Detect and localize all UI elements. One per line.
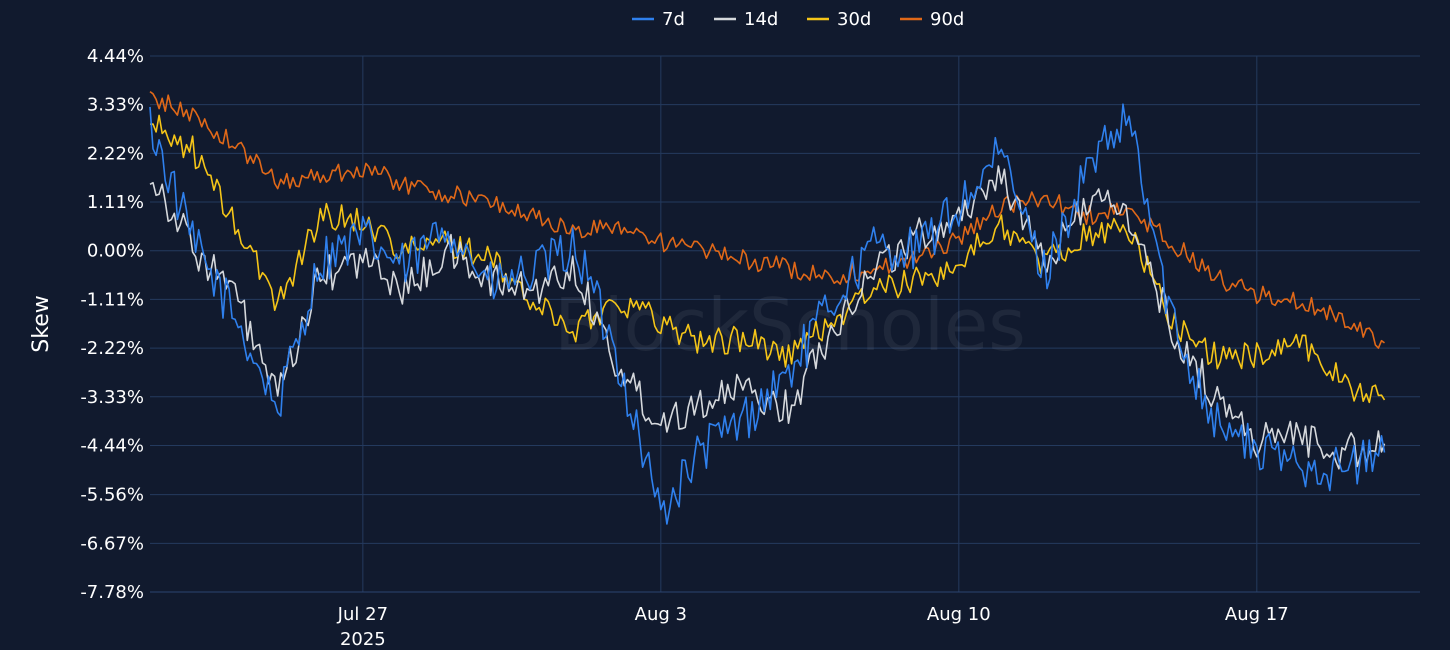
y-axis-title: Skew — [29, 295, 54, 352]
series-line-14d — [149, 165, 1386, 470]
y-tick-label: -6.67% — [80, 533, 144, 554]
y-axis-ticks: 4.44% 3.33% 2.22% 1.11% 0.00% -1.11% -2.22% -3.… — [80, 46, 144, 603]
y-tick-label: -1.11% — [80, 289, 144, 310]
x-tick-label: Aug 17 — [1225, 604, 1289, 625]
y-tick-label: 2.22% — [87, 143, 144, 164]
y-tick-label: -2.22% — [80, 338, 144, 359]
y-tick-label: 0.00% — [87, 241, 144, 262]
legend-label-90d: 90d — [930, 9, 964, 30]
y-tick-label: -4.44% — [80, 435, 144, 456]
y-tick-label: 1.11% — [87, 192, 144, 213]
grid — [150, 55, 1420, 593]
y-tick-label: 3.33% — [87, 95, 144, 116]
series-lines — [149, 90, 1386, 525]
legend-label-7d: 7d — [662, 9, 685, 30]
y-tick-label: 4.44% — [87, 46, 144, 67]
legend-label-30d: 30d — [837, 9, 871, 30]
x-tick-label: Aug 10 — [927, 604, 991, 625]
x-tick-sublabel: 2025 — [340, 629, 386, 650]
series-line-7d — [149, 103, 1386, 525]
y-tick-label: -7.78% — [80, 582, 144, 603]
y-tick-label: -5.56% — [80, 485, 144, 506]
legend: 7d 14d 30d 90d — [632, 9, 964, 30]
series-line-90d — [149, 90, 1385, 349]
series-line-30d — [149, 114, 1386, 404]
x-tick-label: Aug 3 — [635, 604, 687, 625]
x-axis-ticks: Jul 27 2025 Aug 3 Aug 10 Aug 17 — [337, 604, 1289, 650]
y-tick-label: -3.33% — [80, 387, 144, 408]
x-tick-label: Jul 27 — [337, 604, 388, 625]
legend-label-14d: 14d — [744, 9, 778, 30]
